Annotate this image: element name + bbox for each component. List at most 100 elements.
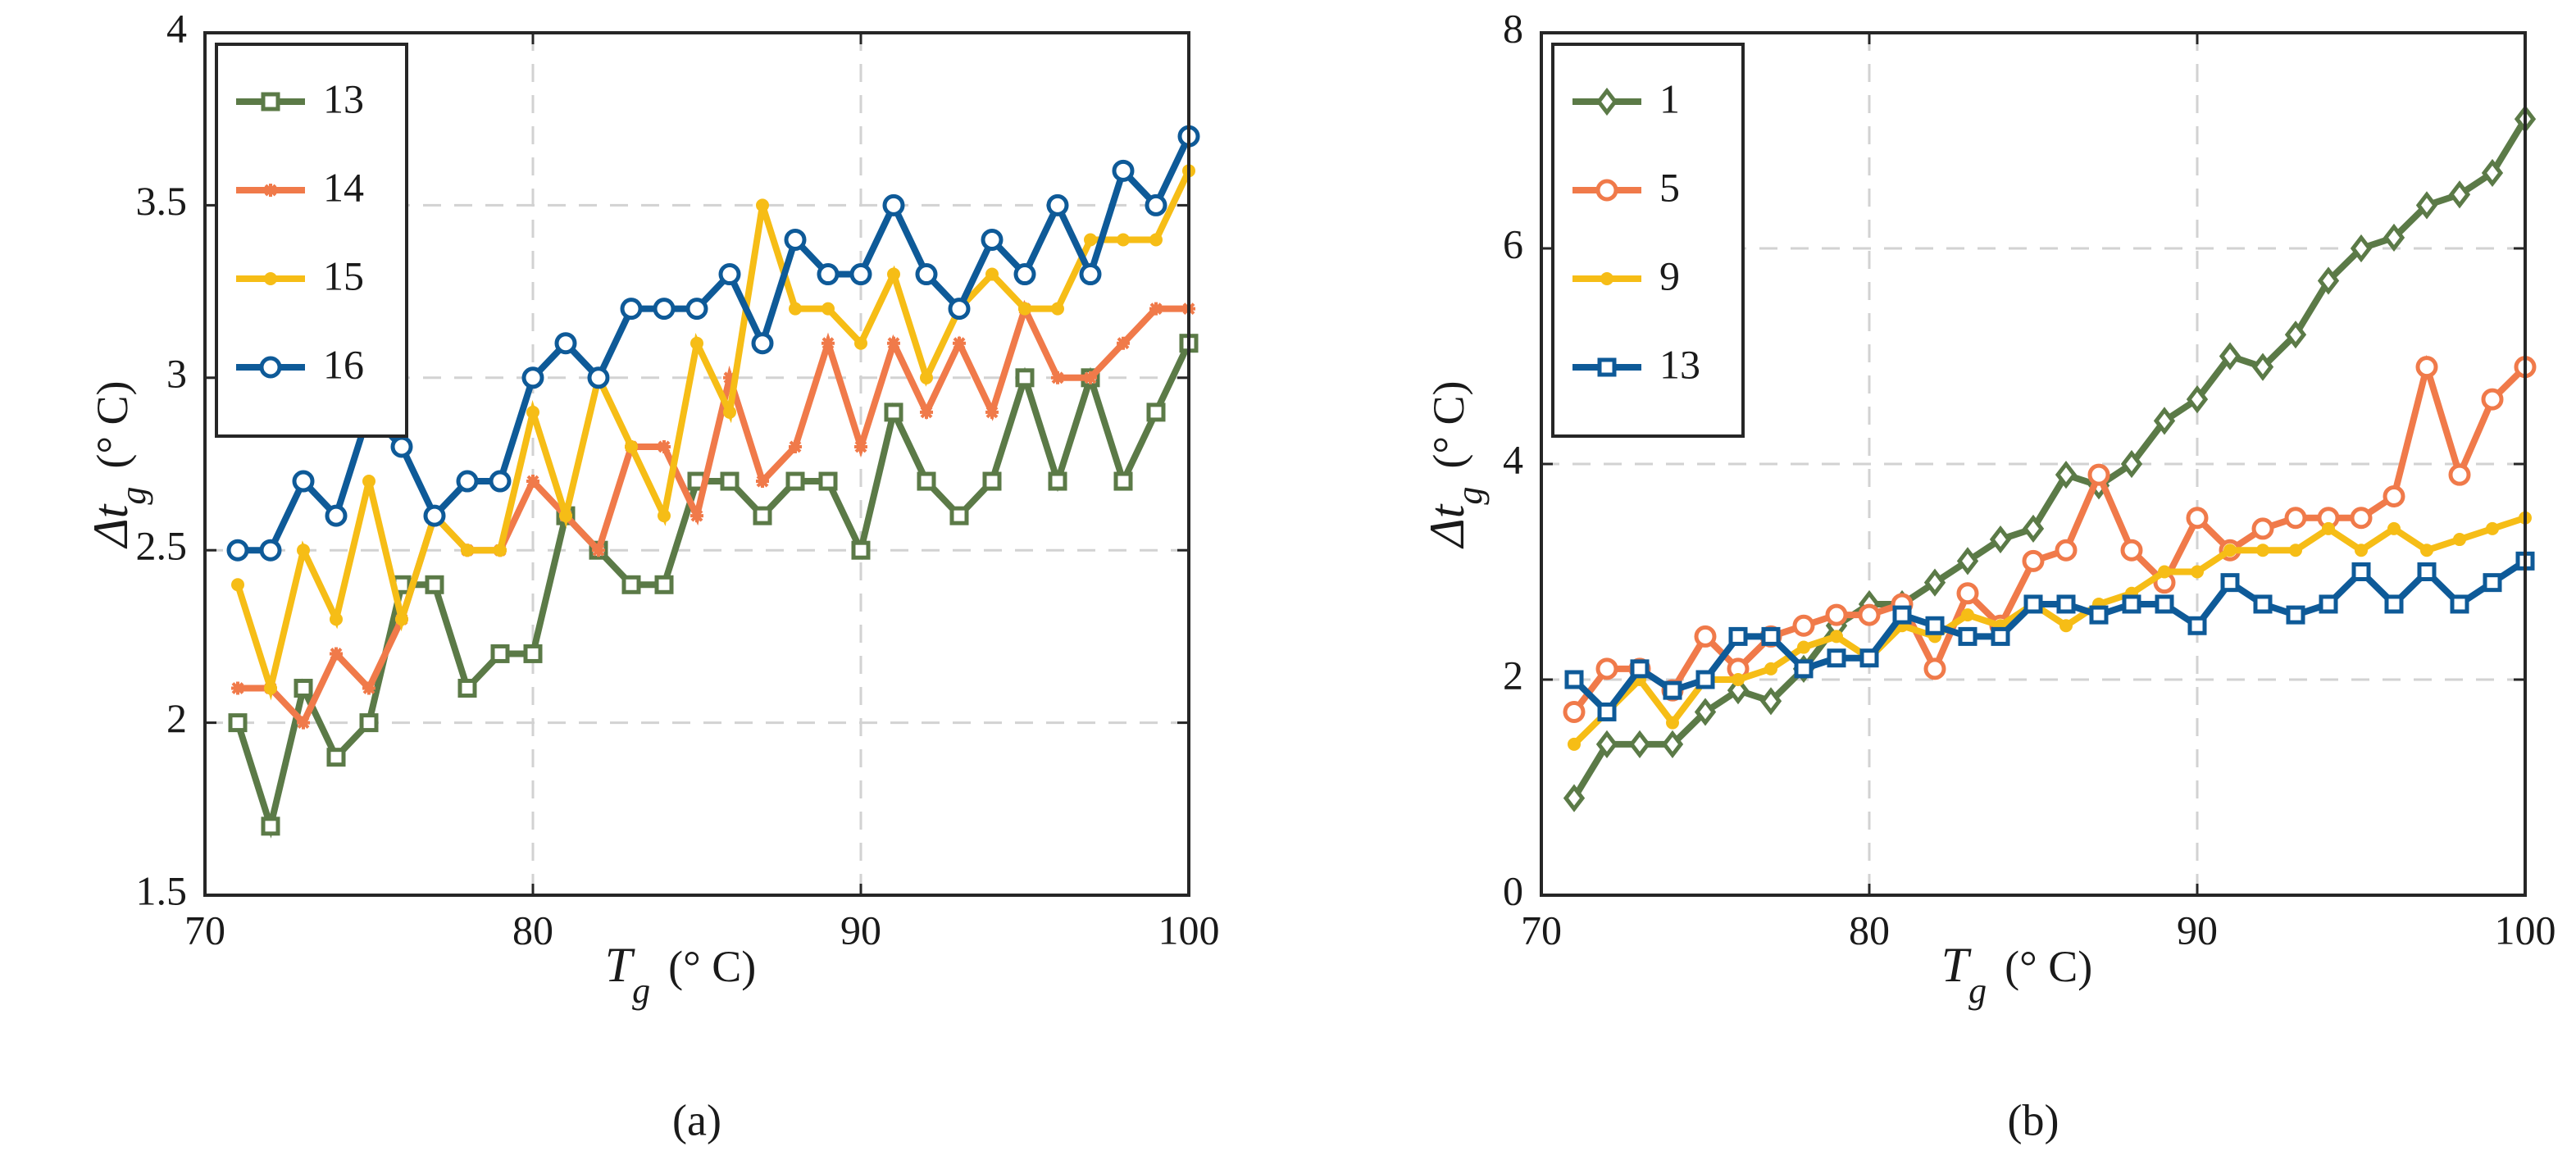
- chart-b-point-9-97: [2420, 544, 2433, 557]
- chart-a-point-13-95: [1015, 368, 1035, 388]
- chart-b-point-9-76: [1732, 673, 1745, 686]
- chart-b-point-1-86: [2055, 461, 2078, 489]
- chart-a-ylabel-unit: (° C): [88, 381, 137, 469]
- chart-a-point-13-86: [720, 471, 740, 491]
- chart-b-point-9-94: [2322, 521, 2335, 535]
- chart-a-point-13-91: [884, 403, 903, 422]
- chart-a-point-13-75: [359, 713, 379, 733]
- chart-a-ytick-label-0: 1.5: [136, 867, 188, 913]
- chart-b-point-1-96: [2383, 223, 2405, 252]
- chart-a-legend-label-14: 14: [323, 164, 364, 210]
- chart-b-point-9-71: [1568, 737, 1581, 751]
- chart-a-point-13-90: [851, 540, 871, 560]
- chart-a-point-15-73: [297, 544, 310, 557]
- chart-b-point-5-78: [1792, 614, 1815, 637]
- chart-a-point-14-96: [1051, 371, 1064, 384]
- chart-a-point-13-84: [654, 575, 674, 594]
- chart-a-point-16-73: [292, 470, 315, 493]
- chart-a-legend: 13 14 15 16: [215, 43, 408, 438]
- chart-a-point-16-90: [849, 263, 872, 286]
- chart-a-point-16-93: [948, 298, 971, 321]
- chart-a-ytick-label-1: 2: [166, 695, 187, 741]
- chart-a-legend-swatch-marker-16: [259, 356, 282, 379]
- chart-b-point-13-97: [2417, 562, 2437, 581]
- chart-b-point-1-92: [2251, 353, 2274, 381]
- chart-b-point-5-79: [1825, 603, 1848, 626]
- chart-b-point-13-73: [1630, 659, 1650, 679]
- chart-b-ylabel-main: Δt: [1420, 503, 1474, 548]
- chart-a-point-14-93: [953, 336, 966, 350]
- chart-a-ytick-label-4: 3.5: [136, 178, 188, 224]
- chart-b-point-9-86: [2059, 619, 2073, 633]
- chart-b-point-9-91: [2223, 544, 2237, 557]
- chart-a-point-16-77: [423, 504, 446, 527]
- chart-a-point-15-89: [821, 302, 835, 316]
- chart-a-point-14-75: [362, 681, 375, 695]
- chart-a-point-13-78: [457, 679, 477, 698]
- chart-b-point-5-97: [2415, 356, 2438, 379]
- chart-a-point-15-80: [526, 405, 539, 419]
- chart-a-point-14-87: [756, 475, 769, 489]
- chart-b-point-5-93: [2284, 507, 2307, 530]
- chart-b-point-9-95: [2355, 544, 2368, 557]
- chart-a-legend-swatch-marker-15: [264, 272, 277, 285]
- chart-b-point-1-91: [2219, 342, 2241, 371]
- chart-a-point-15-92: [920, 371, 933, 384]
- chart-a-point-16-81: [554, 332, 577, 355]
- chart-b-point-5-85: [2022, 549, 2045, 572]
- chart-b-ytick-label-1: 2: [1503, 652, 1523, 698]
- chart-b-point-13-79: [1827, 648, 1846, 668]
- chart-a-point-14-89: [821, 336, 835, 350]
- chart-a-point-15-94: [985, 267, 999, 281]
- chart-b-xlabel-main: T: [1941, 938, 1972, 992]
- chart-a-xlabel-sub: g: [632, 971, 650, 1011]
- chart-a-point-13-80: [523, 644, 543, 663]
- chart-b-point-9-74: [1666, 716, 1679, 730]
- chart-a-point-15-87: [756, 198, 769, 212]
- chart-b-point-13-95: [2351, 562, 2371, 581]
- chart-a-point-16-83: [620, 298, 643, 321]
- chart-a-point-14-92: [920, 405, 933, 419]
- chart-a-point-16-79: [489, 470, 512, 493]
- chart-b-point-1-90: [2186, 384, 2209, 414]
- chart-b-legend-swatch-marker-5: [1595, 179, 1618, 202]
- chart-b-point-5-82: [1923, 657, 1946, 680]
- chart-a-point-16-86: [718, 263, 741, 286]
- chart-b-point-13-81: [1892, 605, 1912, 625]
- chart-b-point-13-80: [1859, 648, 1879, 668]
- chart-b-point-5-96: [2383, 484, 2405, 507]
- chart-b-point-5-88: [2120, 539, 2143, 562]
- chart-a-point-16-78: [456, 470, 479, 493]
- chart-b-ytick-label-3: 6: [1503, 221, 1523, 266]
- chart-a-point-16-96: [1046, 193, 1069, 216]
- chart-b-point-1-84: [1989, 525, 2012, 554]
- chart-b-point-13-89: [2155, 594, 2174, 614]
- chart-b-point-13-84: [1991, 626, 2010, 646]
- chart-a-point-14-97: [1084, 371, 1097, 384]
- chart-a-xtick-label-3: 100: [1158, 907, 1220, 953]
- chart-a-point-15-81: [559, 509, 572, 523]
- chart-b-point-1-88: [2120, 449, 2143, 479]
- chart-b-point-5-83: [1956, 582, 1979, 605]
- chart-a-ytick-label-5: 4: [166, 5, 187, 51]
- chart-a-point-13-92: [917, 471, 936, 491]
- chart-a-point-13-77: [425, 575, 444, 594]
- chart-a-point-15-84: [658, 509, 671, 523]
- chart-a-point-15-83: [625, 439, 638, 453]
- chart-a-point-13-94: [982, 471, 1002, 491]
- chart-b-point-9-90: [2191, 565, 2204, 579]
- chart-b-ylabel: Δtg (° C): [1420, 381, 1490, 549]
- chart-b-point-1-83: [1956, 547, 1979, 575]
- chart-a-point-15-95: [1018, 302, 1031, 316]
- chart-b-point-5-95: [2350, 507, 2373, 530]
- chart-b-point-1-76: [1727, 676, 1750, 705]
- chart-b-xlabel-sub: g: [1968, 971, 1987, 1011]
- chart-b-point-5-92: [2251, 517, 2274, 540]
- chart-b-point-9-93: [2289, 544, 2302, 557]
- chart-a-legend-swatch-marker-14: [264, 184, 277, 197]
- chart-a-legend-label-16: 16: [323, 341, 364, 387]
- chart-a-point-16-71: [226, 539, 249, 562]
- chart-a-point-14-98: [1117, 336, 1130, 350]
- chart-b-point-13-78: [1794, 659, 1814, 679]
- chart-b-point-13-77: [1761, 626, 1781, 646]
